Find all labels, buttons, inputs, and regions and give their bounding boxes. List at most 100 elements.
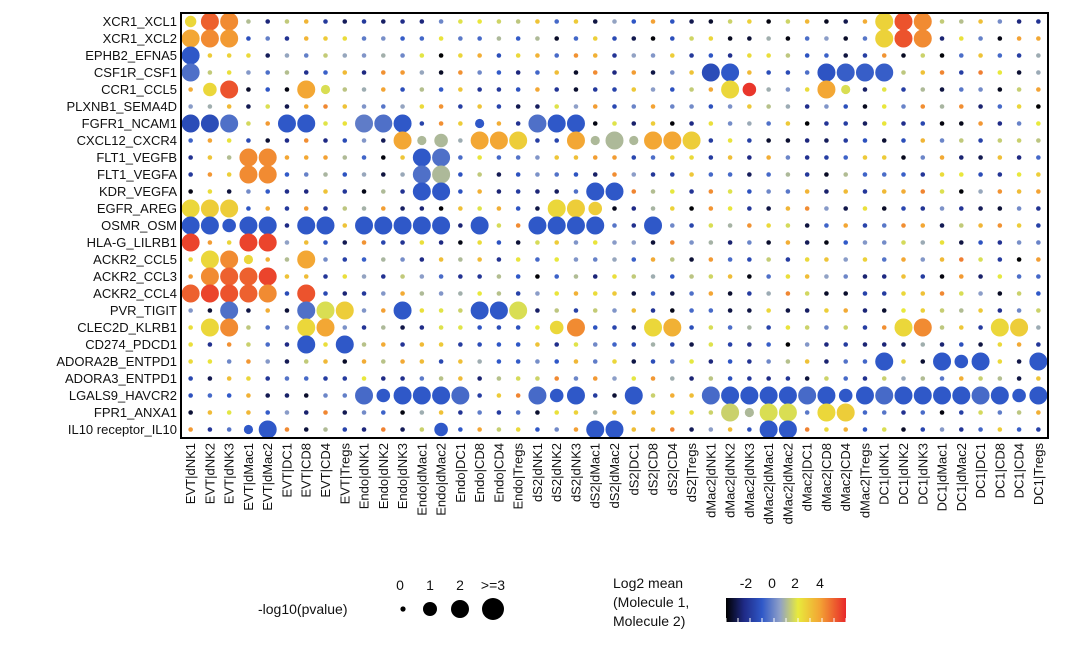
dot-minor [265, 308, 271, 313]
dot-minor [670, 291, 675, 296]
dot-minor [843, 427, 848, 432]
dot-minor [496, 189, 502, 194]
dot-minor [265, 36, 271, 41]
dot-minor [303, 138, 309, 143]
dot-minor [804, 325, 810, 330]
dot-significant [181, 216, 200, 235]
dot-minor [265, 342, 271, 347]
dot-minor [650, 359, 656, 364]
dot-minor [342, 274, 348, 279]
dot-minor [670, 155, 675, 160]
dot-significant [875, 352, 894, 371]
dot-minor [939, 104, 945, 109]
dot-minor [843, 342, 848, 347]
dot-minor [824, 325, 829, 330]
dot-minor [650, 36, 656, 41]
dot-minor [959, 223, 964, 228]
dot-minor [920, 308, 926, 313]
dot-minor [631, 70, 637, 75]
dot-minor [515, 427, 521, 432]
dot-minor [515, 87, 521, 92]
dot-minor [438, 87, 444, 92]
dot-minor [901, 53, 906, 58]
dot-minor [727, 155, 733, 160]
dot-significant [316, 318, 335, 337]
dot-minor [323, 104, 328, 109]
dot-minor [612, 155, 617, 160]
color-legend-label-minus2: -2 [740, 575, 753, 591]
dot-minor [959, 427, 964, 432]
dot-significant [759, 386, 778, 405]
dot-minor [959, 53, 964, 58]
dot-minor [901, 87, 906, 92]
dot-minor [881, 104, 887, 109]
dot-significant [547, 199, 566, 218]
dot-minor [303, 104, 309, 109]
dot-minor [978, 121, 983, 126]
dot-minor [901, 308, 906, 313]
dot-minor [939, 291, 945, 296]
dot-minor [400, 36, 405, 41]
dot-minor [631, 325, 637, 330]
dot-minor [785, 189, 791, 194]
dot-minor [785, 121, 791, 126]
dot-minor [959, 410, 964, 415]
x-tick-label: dMac2|dNK2 [723, 443, 738, 518]
dot-minor [670, 427, 675, 432]
dot-minor [246, 53, 251, 58]
dot-minor [458, 138, 463, 143]
dot-minor [226, 342, 232, 347]
dot-minor [284, 308, 290, 313]
dot-minor [785, 274, 791, 279]
dot-significant [933, 352, 952, 371]
dot-minor [361, 138, 367, 143]
dot-minor [381, 376, 386, 381]
dot-minor [901, 291, 906, 296]
dot-minor [766, 19, 771, 24]
dot-minor [381, 19, 386, 24]
dot-minor [862, 19, 868, 24]
dot-minor [323, 410, 328, 415]
dot-minor [458, 87, 463, 92]
dot-minor [515, 189, 521, 194]
dot-significant [297, 250, 316, 269]
dot-significant [393, 386, 412, 405]
dot-significant [220, 267, 239, 286]
dot-minor [496, 359, 502, 364]
dot-minor [804, 223, 810, 228]
dot-minor [438, 206, 444, 211]
dot-minor [650, 172, 656, 177]
dot-minor [400, 19, 405, 24]
dot-minor [477, 393, 482, 398]
dot-minor [843, 121, 848, 126]
dot-minor [342, 172, 348, 177]
dot-minor [188, 393, 193, 398]
dot-significant [181, 233, 200, 252]
dot-minor [573, 427, 579, 432]
x-tick-label: Endo|dMac1 [414, 443, 429, 516]
dot-minor [1036, 19, 1041, 24]
dot-minor [1016, 410, 1022, 415]
x-tick-label: dS2|dMac2 [607, 443, 622, 509]
dot-minor [323, 376, 328, 381]
dot-minor [458, 206, 463, 211]
dot-minor [323, 121, 328, 126]
dot-minor [400, 291, 405, 296]
dot-minor [535, 291, 540, 296]
dot-minor [843, 19, 848, 24]
dot-minor [843, 308, 848, 313]
dot-minor [458, 36, 463, 41]
dot-minor [824, 427, 829, 432]
dot-minor [612, 359, 617, 364]
dot-significant [412, 386, 431, 405]
dot-minor [747, 53, 752, 58]
dot-significant [220, 80, 239, 99]
dot-significant [239, 165, 258, 184]
dot-minor [188, 104, 193, 109]
dot-minor [477, 155, 482, 160]
dot-minor [612, 206, 617, 211]
dot-minor [689, 104, 694, 109]
dot-minor [901, 257, 906, 262]
dot-minor [978, 19, 983, 24]
dot-minor [612, 257, 617, 262]
